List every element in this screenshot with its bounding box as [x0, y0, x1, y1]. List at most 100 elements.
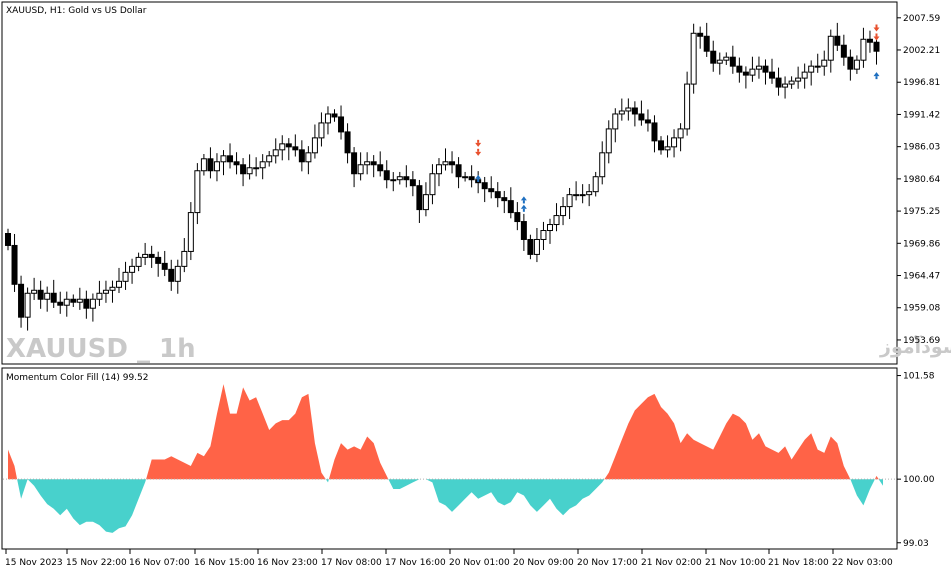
- time-label: 21 Nov 02:00: [641, 558, 702, 568]
- candle: [200, 154, 207, 176]
- candle: [553, 203, 560, 232]
- candle: [50, 279, 57, 308]
- candle: [762, 59, 769, 85]
- candle: [834, 22, 841, 51]
- candle: [501, 190, 508, 214]
- candle: [338, 105, 345, 140]
- price-label: 1980.64: [903, 175, 940, 185]
- candle: [703, 22, 710, 57]
- candle: [18, 275, 25, 328]
- candle: [742, 66, 749, 89]
- main-price-pane[interactable]: [1, 1, 898, 365]
- buy-arrow-icon: [475, 174, 482, 182]
- candle: [116, 267, 123, 294]
- momentum-positive-fill: [874, 475, 879, 480]
- candle: [370, 155, 377, 178]
- candle: [142, 242, 149, 266]
- candle: [272, 138, 279, 164]
- candle: [279, 135, 286, 161]
- candle: [266, 151, 273, 167]
- candle: [677, 123, 684, 152]
- candle: [605, 120, 612, 164]
- candle: [651, 115, 658, 153]
- candle: [840, 34, 847, 66]
- candle: [684, 71, 691, 136]
- candle: [83, 290, 90, 319]
- candle: [801, 63, 808, 89]
- candle: [122, 261, 129, 290]
- candle: [89, 293, 96, 322]
- candle: [814, 53, 821, 73]
- candle: [462, 171, 469, 182]
- candle: [76, 287, 83, 310]
- candle: [422, 182, 429, 217]
- candle: [31, 277, 38, 300]
- candle: [527, 234, 534, 260]
- time-label: 20 Nov 17:00: [577, 558, 638, 568]
- candle: [168, 259, 175, 291]
- price-label: 1969.86: [903, 239, 940, 249]
- candle: [481, 176, 488, 203]
- candle: [240, 158, 247, 187]
- candle: [63, 291, 70, 317]
- candle: [442, 148, 449, 171]
- candle: [96, 280, 103, 306]
- time-label: 17 Nov 16:00: [385, 558, 446, 568]
- candle: [533, 228, 540, 263]
- candle: [821, 50, 828, 76]
- candle: [749, 56, 756, 82]
- candle: [788, 76, 795, 89]
- candle: [690, 23, 697, 94]
- price-label: 1975.25: [903, 207, 940, 217]
- time-label: 15 Nov 2023: [5, 558, 63, 568]
- sell-arrow-icon: [475, 139, 482, 147]
- candle: [324, 106, 331, 135]
- price-label: 1991.42: [903, 110, 940, 120]
- watermark-symbol: XAUUSD _ 1h: [6, 334, 196, 364]
- momentum-area: [3, 384, 896, 533]
- time-label: 16 Nov 15:00: [194, 558, 255, 568]
- momentum-negative-fill: [850, 479, 875, 506]
- candle: [213, 153, 220, 182]
- candle: [853, 55, 860, 74]
- momentum-positive-fill: [328, 436, 389, 480]
- candle: [847, 49, 854, 81]
- candle: [488, 176, 495, 199]
- time-label: 16 Nov 07:00: [129, 558, 190, 568]
- candle: [599, 141, 606, 185]
- watermark-site: انتشار در سایت سودآموز: [879, 334, 951, 358]
- candle: [253, 157, 260, 177]
- candle: [37, 280, 44, 309]
- candle: [540, 221, 547, 250]
- candle: [102, 280, 109, 303]
- time-label: 15 Nov 22:00: [66, 558, 127, 568]
- candle: [155, 251, 162, 277]
- price-label: 1964.47: [903, 272, 940, 282]
- candle: [782, 76, 789, 99]
- candle: [233, 152, 240, 175]
- sell-arrow-icon: [475, 148, 482, 156]
- candle: [716, 52, 723, 75]
- candle: [135, 252, 142, 272]
- candle: [560, 197, 567, 226]
- candle: [573, 181, 580, 201]
- candle: [207, 147, 214, 179]
- indicator-label: 99.03: [903, 539, 929, 549]
- candle: [697, 26, 704, 49]
- time-label: 20 Nov 09:00: [513, 558, 574, 568]
- signal-arrows: [475, 24, 880, 212]
- candle: [755, 56, 762, 79]
- candle: [618, 98, 625, 121]
- candle: [44, 286, 51, 312]
- candle: [174, 259, 181, 294]
- candle: [396, 171, 403, 185]
- candle: [644, 109, 651, 132]
- candle: [866, 30, 873, 53]
- time-label: 21 Nov 18:00: [768, 558, 829, 568]
- candle: [566, 187, 573, 220]
- candle: [194, 163, 201, 225]
- time-label: 16 Nov 23:00: [257, 558, 318, 568]
- buy-arrow-icon: [520, 196, 527, 204]
- candle: [161, 250, 168, 277]
